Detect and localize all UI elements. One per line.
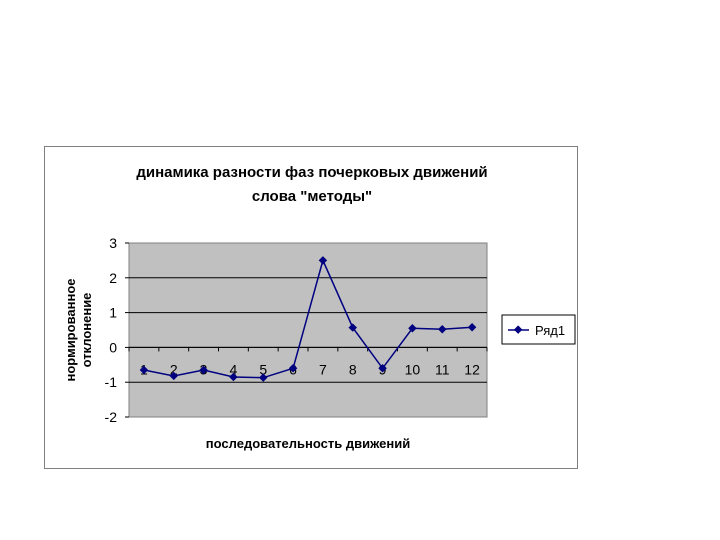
x-tick-label: 8 xyxy=(349,361,357,377)
legend-label: Ряд1 xyxy=(535,323,565,338)
x-tick-label: 10 xyxy=(405,361,421,377)
data-point-marker xyxy=(408,324,417,333)
y-axis-title-line-2: отклонение xyxy=(79,293,94,368)
x-tick-label: 12 xyxy=(464,361,480,377)
y-axis-ticks: 3 2 1 0 -1 -2 xyxy=(105,235,129,425)
data-point-marker xyxy=(318,256,328,265)
data-point-marker xyxy=(438,325,447,334)
y-tick-label: 2 xyxy=(109,270,117,286)
series-line xyxy=(143,258,473,379)
data-point-marker xyxy=(259,373,268,382)
data-point-marker xyxy=(378,364,387,373)
data-point-marker xyxy=(229,372,238,382)
y-tick-label: 1 xyxy=(109,305,117,321)
y-axis-title: нормированное отклонение xyxy=(63,279,94,382)
series-layer xyxy=(139,256,477,382)
x-tick-label: 11 xyxy=(435,361,450,377)
x-tick-label: 7 xyxy=(319,361,327,377)
plot-area xyxy=(128,242,488,418)
line-chart: динамика разности фаз почерковых движени… xyxy=(63,164,576,451)
chart-container: динамика разности фаз почерковых движени… xyxy=(44,146,578,469)
y-tick-label: -2 xyxy=(105,409,118,425)
y-tick-label: -1 xyxy=(105,374,118,390)
y-tick-label: 0 xyxy=(109,339,117,355)
chart-title-line-2: слова "методы" xyxy=(252,188,372,205)
y-axis-title-line-1: нормированное xyxy=(63,279,78,382)
data-point-marker xyxy=(139,365,149,375)
legend-marker xyxy=(513,325,523,334)
y-tick-label: 3 xyxy=(109,235,117,251)
x-tick-label: 5 xyxy=(259,361,267,377)
x-tick-label: 4 xyxy=(230,361,238,377)
data-point-marker xyxy=(169,371,178,381)
data-point-marker xyxy=(467,322,477,332)
x-axis-title: последовательность движений xyxy=(206,436,410,451)
chart-title-line-1: динамика разности фаз почерковых движени… xyxy=(136,164,487,181)
data-point-marker xyxy=(199,365,208,375)
data-point-marker xyxy=(288,364,298,373)
x-tick-label: 2 xyxy=(170,361,178,377)
data-point-marker xyxy=(348,323,357,332)
